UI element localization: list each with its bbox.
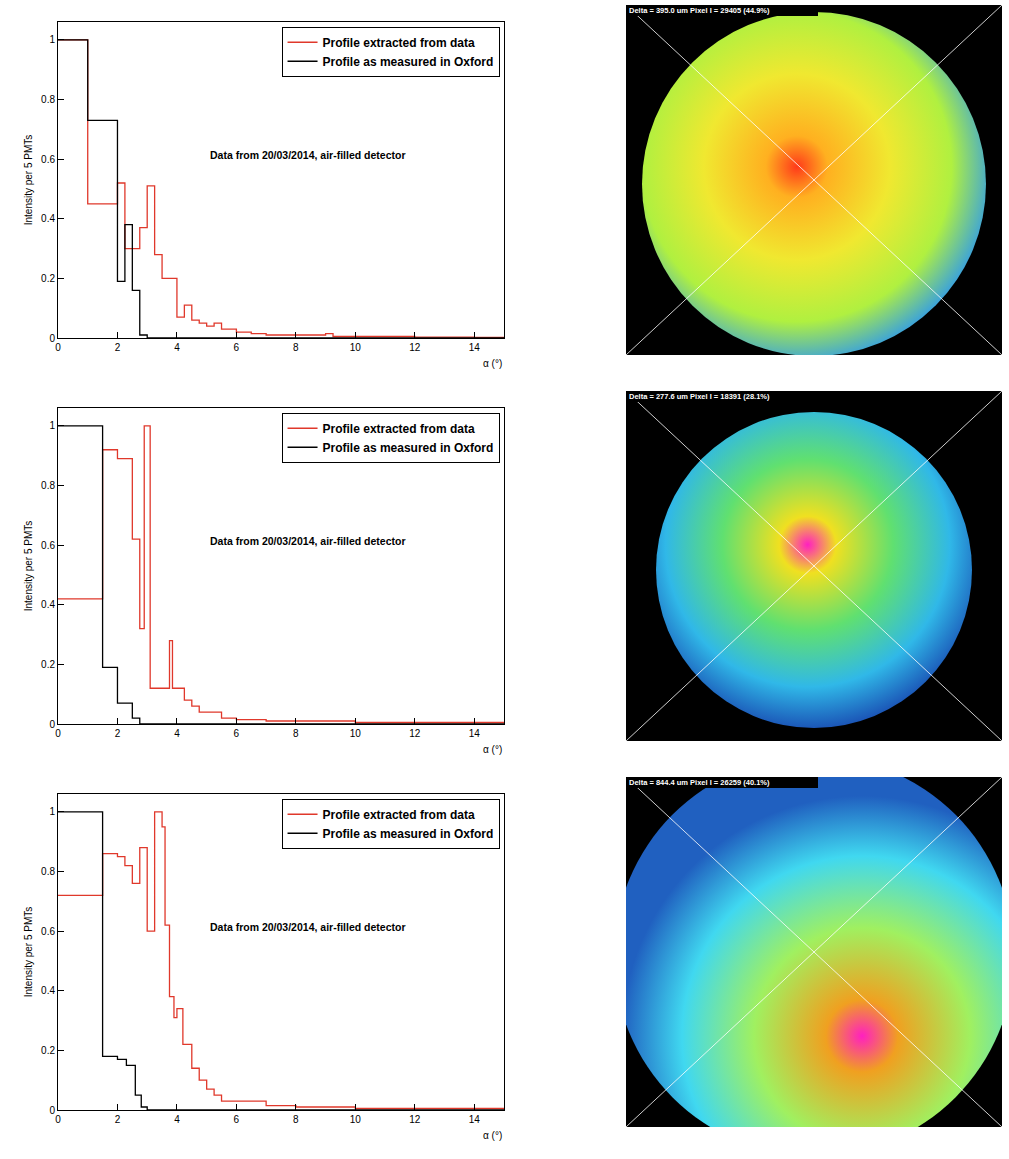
svg-text:Delta = 277.6 um Pixel I = 183: Delta = 277.6 um Pixel I = 18391 (28.1%)	[629, 392, 770, 401]
svg-text:0.4: 0.4	[41, 213, 55, 224]
svg-text:1: 1	[49, 420, 55, 431]
svg-text:1: 1	[49, 34, 55, 45]
svg-text:0.2: 0.2	[41, 273, 55, 284]
svg-text:2: 2	[115, 342, 121, 353]
svg-text:Profile as measured in Oxford: Profile as measured in Oxford	[323, 827, 494, 841]
svg-text:12: 12	[409, 1114, 421, 1125]
svg-text:Data from 20/03/2014, air-fill: Data from 20/03/2014, air-filled detecto…	[210, 149, 406, 161]
svg-text:14: 14	[469, 728, 481, 739]
svg-text:0: 0	[55, 1114, 61, 1125]
svg-text:0.2: 0.2	[41, 659, 55, 670]
svg-text:1: 1	[49, 806, 55, 817]
svg-text:Data from 20/03/2014, air-fill: Data from 20/03/2014, air-filled detecto…	[210, 535, 406, 547]
svg-text:α (°): α (°)	[483, 1130, 502, 1141]
svg-text:14: 14	[469, 1114, 481, 1125]
svg-text:Delta = 844.4 um Pixel I = 262: Delta = 844.4 um Pixel I = 26259 (40.1%)	[629, 778, 770, 787]
svg-text:4: 4	[174, 728, 180, 739]
svg-text:0.8: 0.8	[41, 94, 55, 105]
svg-text:12: 12	[409, 342, 421, 353]
svg-text:14: 14	[469, 342, 481, 353]
svg-text:Intensity per 5 PMTs: Intensity per 5 PMTs	[23, 907, 34, 998]
svg-text:Profile as measured in Oxford: Profile as measured in Oxford	[323, 441, 494, 455]
svg-text:Profile as measured in Oxford: Profile as measured in Oxford	[323, 55, 494, 69]
svg-text:2: 2	[115, 728, 121, 739]
svg-text:α (°): α (°)	[483, 358, 502, 369]
svg-text:10: 10	[350, 342, 362, 353]
svg-text:6: 6	[234, 342, 240, 353]
svg-text:0.8: 0.8	[41, 480, 55, 491]
svg-text:8: 8	[293, 342, 299, 353]
svg-text:α (°): α (°)	[483, 744, 502, 755]
svg-text:0.6: 0.6	[41, 154, 55, 165]
svg-text:0: 0	[55, 728, 61, 739]
svg-text:0.8: 0.8	[41, 866, 55, 877]
svg-text:0: 0	[49, 719, 55, 730]
svg-text:12: 12	[409, 728, 421, 739]
svg-text:10: 10	[350, 728, 362, 739]
svg-text:Intensity per 5 PMTs: Intensity per 5 PMTs	[23, 135, 34, 226]
svg-text:0: 0	[49, 1105, 55, 1116]
svg-text:Profile extracted from data: Profile extracted from data	[323, 808, 475, 822]
svg-text:6: 6	[234, 728, 240, 739]
svg-text:Delta = 395.0 um Pixel I = 294: Delta = 395.0 um Pixel I = 29405 (44.9%)	[629, 6, 770, 15]
svg-text:10: 10	[350, 1114, 362, 1125]
svg-text:Data from 20/03/2014, air-fill: Data from 20/03/2014, air-filled detecto…	[210, 921, 406, 933]
svg-text:2: 2	[115, 1114, 121, 1125]
svg-text:Profile extracted from data: Profile extracted from data	[323, 36, 475, 50]
svg-text:6: 6	[234, 1114, 240, 1125]
svg-text:0.2: 0.2	[41, 1045, 55, 1056]
svg-text:4: 4	[174, 1114, 180, 1125]
svg-text:0.6: 0.6	[41, 926, 55, 937]
svg-text:Intensity per 5 PMTs: Intensity per 5 PMTs	[23, 521, 34, 612]
svg-text:0: 0	[55, 342, 61, 353]
svg-text:4: 4	[174, 342, 180, 353]
svg-text:Profile extracted from data: Profile extracted from data	[323, 422, 475, 436]
svg-text:8: 8	[293, 1114, 299, 1125]
svg-text:0.4: 0.4	[41, 599, 55, 610]
svg-text:0.6: 0.6	[41, 540, 55, 551]
svg-text:8: 8	[293, 728, 299, 739]
svg-text:0.4: 0.4	[41, 985, 55, 996]
svg-text:0: 0	[49, 333, 55, 344]
